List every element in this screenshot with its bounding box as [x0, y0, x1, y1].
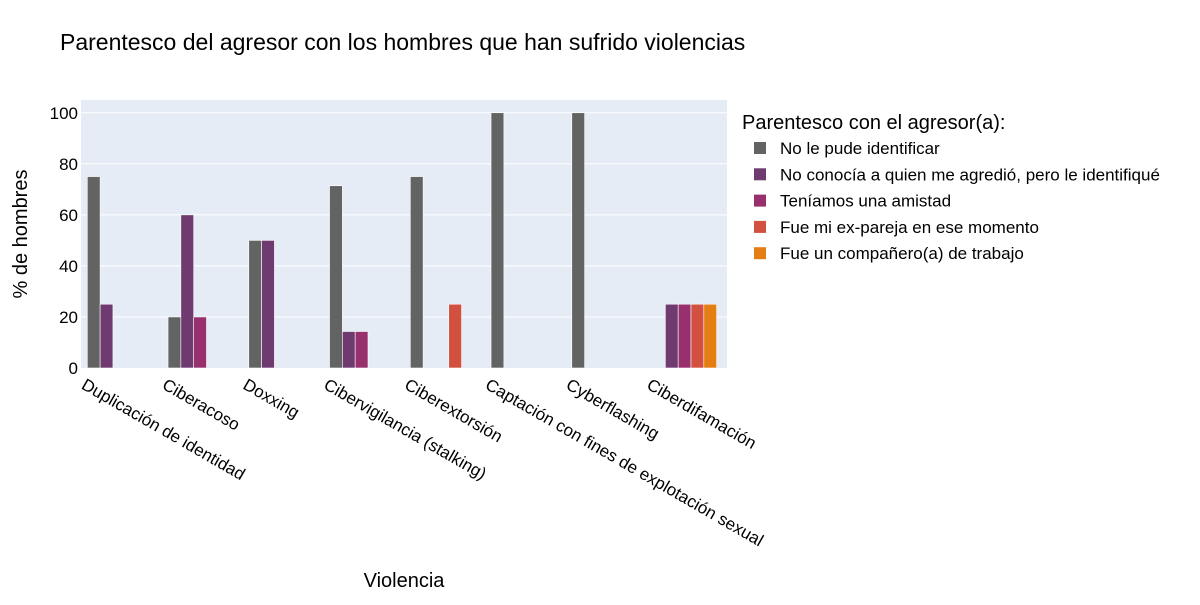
bar [99, 303, 114, 369]
legend-swatch [754, 168, 766, 181]
bar [329, 185, 343, 369]
x-axis-title: Violencia [364, 570, 446, 592]
bar [261, 240, 275, 369]
legend-item[interactable]: Fue un compañero(a) de trabajo [754, 244, 1024, 263]
legend-item[interactable]: Teníamos una amistad [754, 192, 951, 211]
x-tick-label: Captación con fines de explotación sexua… [482, 375, 767, 550]
bar [703, 303, 717, 369]
x-tick-labels: Duplicación de identidadCiberacosoDoxxin… [78, 375, 766, 550]
bar [571, 112, 585, 369]
legend-item[interactable]: No conocía a quien me agredió, pero le i… [754, 165, 1160, 184]
bar [677, 303, 692, 369]
bar [354, 331, 369, 369]
legend-swatch [754, 142, 766, 154]
y-tick-label: 40 [59, 257, 78, 276]
bar [248, 240, 262, 369]
legend-swatch [754, 247, 766, 260]
legend-label: Fue un compañero(a) de trabajo [780, 244, 1024, 263]
x-tick-label: Doxxing [240, 375, 303, 422]
bar [167, 316, 182, 369]
bar [409, 176, 424, 369]
y-tick-label: 80 [59, 155, 78, 174]
y-tick-labels: 0 20 40 60 80 100 [50, 104, 78, 378]
chart-title: Parentesco del agresor con los hombres q… [60, 29, 745, 55]
legend-label: No le pude identificar [780, 139, 940, 158]
legend-title: Parentesco con el agresor(a): [742, 112, 1005, 134]
legend-label: Teníamos una amistad [780, 192, 951, 211]
legend-label: Fue mi ex-pareja en ese momento [780, 218, 1039, 237]
y-tick-label: 0 [69, 359, 78, 378]
bar [342, 331, 356, 369]
y-tick-label: 20 [59, 308, 78, 327]
y-axis-title: % de hombres [10, 170, 32, 299]
legend-item[interactable]: Fue mi ex-pareja en ese momento [754, 218, 1039, 237]
bar [690, 303, 705, 369]
legend-label: No conocía a quien me agredió, pero le i… [780, 165, 1160, 184]
legend-items: No le pude identificar No conocía a quien… [754, 139, 1160, 263]
bars-layer [86, 112, 717, 369]
legend-swatch [754, 194, 766, 207]
bar [448, 303, 462, 369]
bar [180, 214, 194, 369]
legend-swatch [754, 220, 766, 233]
bar [193, 316, 207, 369]
x-tick-label: Ciberdifamación [644, 375, 760, 453]
bar [490, 112, 505, 369]
legend-item[interactable]: No le pude identificar [754, 139, 940, 158]
bar [86, 176, 101, 369]
y-tick-label: 100 [50, 104, 78, 123]
legend: Parentesco con el agresor(a): No le pude… [742, 112, 1160, 263]
bar [665, 303, 679, 369]
y-tick-label: 60 [59, 206, 78, 225]
